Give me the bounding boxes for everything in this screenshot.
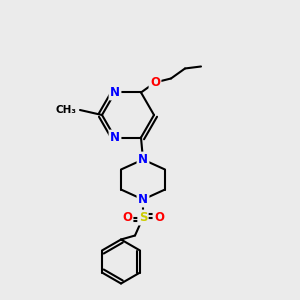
Text: O: O bbox=[154, 211, 164, 224]
Text: N: N bbox=[110, 86, 120, 99]
Text: CH₃: CH₃ bbox=[56, 105, 77, 115]
Text: O: O bbox=[122, 211, 132, 224]
Text: N: N bbox=[138, 153, 148, 166]
Text: S: S bbox=[139, 211, 147, 224]
Text: N: N bbox=[138, 193, 148, 206]
Text: O: O bbox=[150, 76, 160, 89]
Text: N: N bbox=[110, 131, 120, 144]
